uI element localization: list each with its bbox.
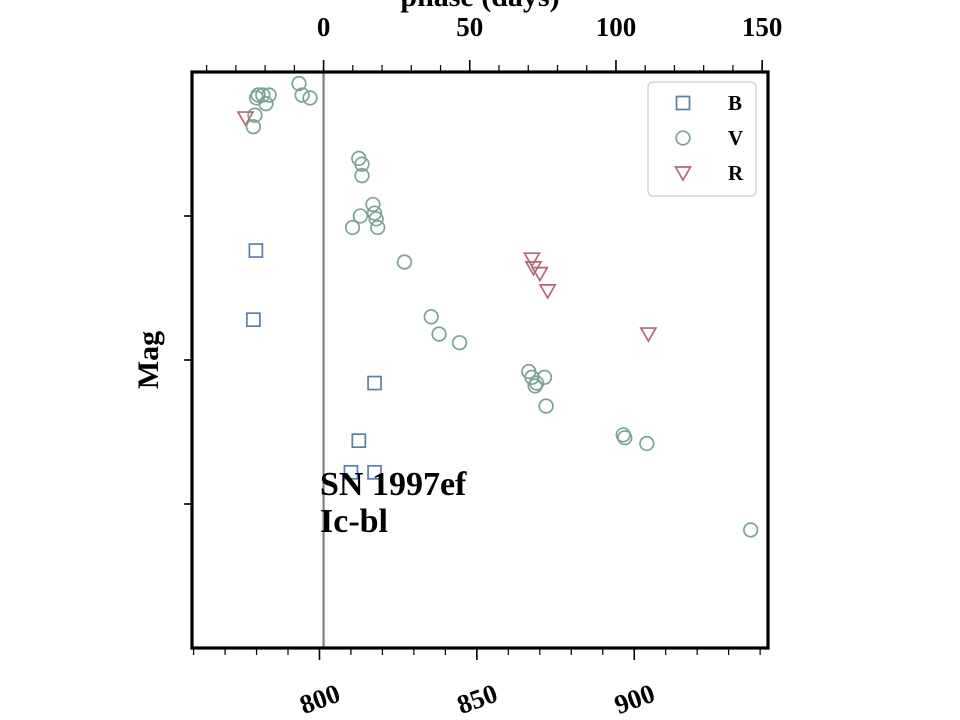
plot-frame <box>190 70 770 650</box>
point-V <box>354 156 370 172</box>
point-V <box>261 87 277 103</box>
legend: BVR <box>647 81 757 197</box>
point-R <box>530 266 549 283</box>
top-tick-label: 100 <box>596 12 637 42</box>
data-points <box>236 75 759 538</box>
point-B <box>248 243 264 258</box>
point-R <box>236 111 255 127</box>
point-V <box>743 522 759 538</box>
y-axis-label: Mag <box>132 331 165 389</box>
point-V <box>617 430 633 446</box>
point-V <box>431 326 447 342</box>
top-tick-label: 0 <box>317 12 331 42</box>
legend-label-R: R <box>728 161 744 185</box>
point-V <box>423 309 439 325</box>
point-V <box>302 90 318 106</box>
point-V <box>247 107 263 123</box>
bottom-tick-label: 900 <box>610 678 658 720</box>
point-R <box>538 284 557 300</box>
top-tick-label: 50 <box>456 12 483 42</box>
top-axis-label: phase (days) <box>400 0 559 13</box>
point-V <box>370 219 386 236</box>
bottom-tick-label: 850 <box>453 678 501 720</box>
bottom-tick-label: 800 <box>296 678 344 720</box>
point-V <box>529 375 545 391</box>
point-V <box>451 335 468 351</box>
point-V <box>291 75 307 92</box>
point-V <box>294 87 310 103</box>
point-R <box>522 252 541 268</box>
point-V <box>365 196 381 213</box>
point-V <box>344 219 361 236</box>
point-B <box>343 464 359 480</box>
point-B <box>351 433 367 448</box>
point-V <box>639 435 655 452</box>
point-V <box>366 205 383 221</box>
point-B <box>367 375 382 391</box>
legend-label-B: B <box>728 91 742 115</box>
top-tick-label: 150 <box>742 12 783 42</box>
point-V <box>354 168 370 184</box>
point-V <box>352 208 369 224</box>
point-B <box>367 464 382 480</box>
legend-marker-B <box>675 95 691 111</box>
point-V <box>536 369 553 385</box>
legend-marker-R <box>674 166 692 182</box>
point-V <box>250 87 266 103</box>
annotation-name: SN 1997ef <box>320 466 467 503</box>
point-V <box>245 119 262 135</box>
point-V <box>368 211 384 227</box>
legend-marker-V <box>675 130 691 146</box>
point-V <box>258 96 274 112</box>
legend-label-V: V <box>728 126 743 150</box>
point-V <box>255 87 271 103</box>
point-B <box>246 312 261 328</box>
point-V <box>538 398 554 414</box>
point-V <box>396 254 413 270</box>
annotation-type: Ic-bl <box>320 503 388 540</box>
point-R <box>639 327 658 343</box>
